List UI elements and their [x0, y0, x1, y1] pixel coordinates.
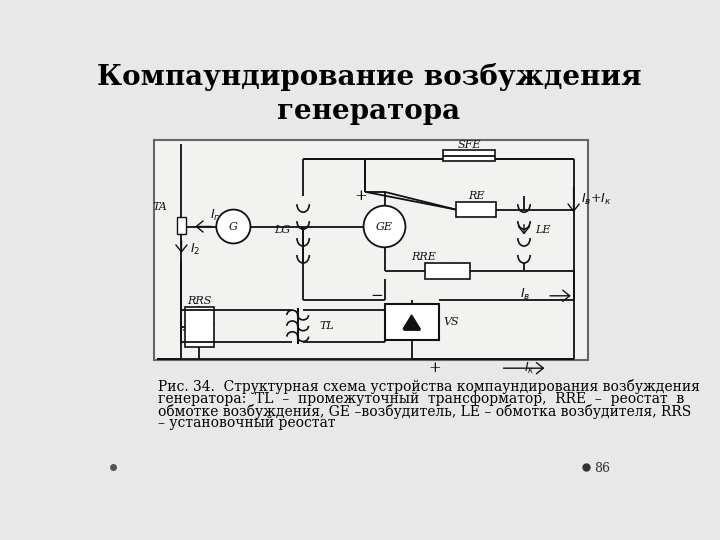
Text: +: + [428, 361, 441, 375]
Bar [443, 150, 495, 161]
Text: RE: RE [468, 191, 484, 201]
Text: обмотке возбуждения, GE –возбудитель, LE – обмотка возбудителя, RRS: обмотке возбуждения, GE –возбудитель, LE… [158, 403, 691, 418]
Polygon shape [403, 315, 420, 329]
Text: генератора:  TL  –  промежуточный  трансформатор,  RRE  –  реостат  в: генератора: TL – промежуточный трансформ… [158, 392, 685, 406]
Text: Компаундирование возбуждения
генератора: Компаундирование возбуждения генератора [96, 63, 642, 125]
Text: $I_2$: $I_2$ [190, 242, 200, 257]
Bar [456, 202, 496, 217]
Circle shape [216, 210, 251, 244]
Text: G: G [229, 221, 238, 232]
Text: LE: LE [535, 225, 550, 234]
Text: $I_в$+$I_к$: $I_в$+$I_к$ [581, 192, 612, 207]
Text: GE: GE [376, 221, 393, 232]
Bar [177, 217, 186, 234]
Text: 86: 86 [594, 462, 610, 475]
Text: −: − [370, 289, 383, 303]
Bar [425, 264, 469, 279]
Text: Рис. 34.  Структурная схема устройства компаундирования возбуждения: Рис. 34. Структурная схема устройства ко… [158, 379, 700, 394]
Bar [384, 303, 438, 340]
Text: $I_к$: $I_к$ [524, 361, 535, 376]
Text: +: + [355, 188, 368, 202]
Text: $I_г$: $I_г$ [210, 208, 221, 223]
Text: TA: TA [153, 202, 168, 212]
Text: TL: TL [320, 321, 334, 331]
Text: VS: VS [444, 317, 459, 327]
Text: RRE: RRE [411, 252, 436, 262]
Text: – установочный реостат: – установочный реостат [158, 416, 336, 430]
Circle shape [364, 206, 405, 247]
Text: RRS: RRS [187, 296, 212, 306]
Text: LG: LG [274, 225, 291, 234]
Text: $I_в$: $I_в$ [520, 287, 531, 302]
Bar [153, 140, 588, 360]
Bar [184, 307, 214, 347]
Text: SFE: SFE [458, 140, 482, 150]
